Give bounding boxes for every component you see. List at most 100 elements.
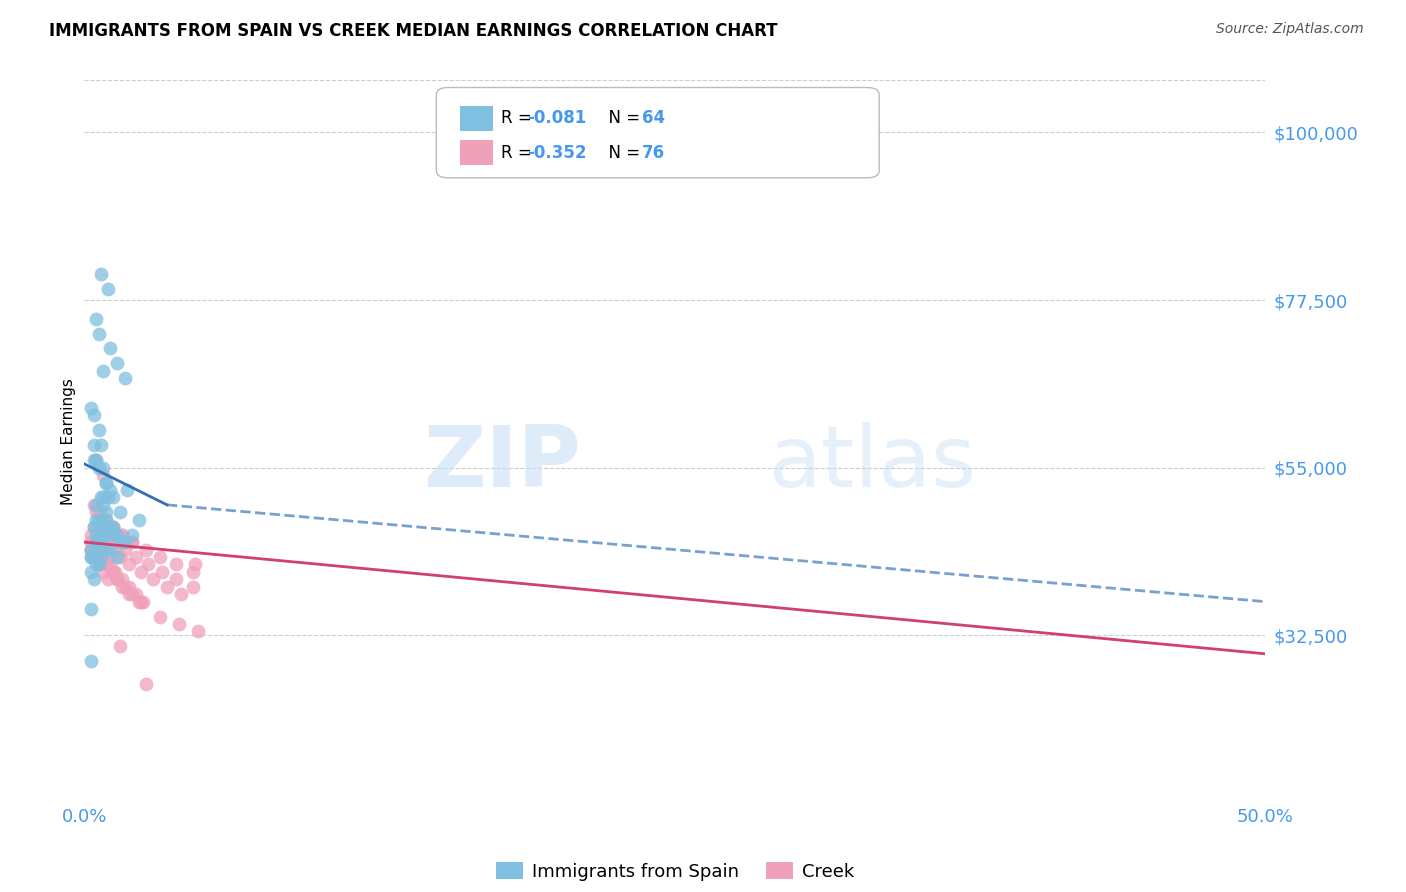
Point [91, 364, 114, 378]
Point [118, 558, 141, 572]
Point [84, 542, 107, 557]
Point [83, 453, 105, 467]
Point [149, 549, 172, 564]
Point [135, 676, 157, 690]
Point [83, 498, 105, 512]
Point [84, 558, 107, 572]
Point [101, 491, 124, 505]
Point [94, 513, 117, 527]
Point [80, 549, 103, 564]
Point [115, 483, 138, 497]
Point [94, 520, 117, 534]
Point [104, 565, 127, 579]
Point [91, 565, 114, 579]
FancyBboxPatch shape [436, 87, 879, 178]
Point [90, 491, 112, 505]
Point [125, 587, 148, 601]
Point [80, 602, 103, 616]
Point [84, 535, 107, 549]
Point [90, 267, 112, 281]
Text: -0.081: -0.081 [527, 109, 586, 127]
Point [108, 505, 131, 519]
Point [90, 549, 112, 564]
Point [80, 527, 103, 541]
Point [107, 356, 129, 370]
Point [83, 438, 105, 452]
Point [101, 520, 124, 534]
Point [84, 542, 107, 557]
Point [107, 527, 129, 541]
Text: N =: N = [598, 109, 645, 127]
Point [84, 505, 107, 519]
Point [87, 558, 110, 572]
Point [90, 549, 112, 564]
Point [111, 535, 134, 549]
Point [80, 542, 103, 557]
Point [80, 565, 103, 579]
Point [167, 617, 190, 632]
Point [104, 527, 127, 541]
Point [84, 311, 107, 326]
Point [114, 535, 136, 549]
Point [135, 542, 157, 557]
Point [114, 580, 136, 594]
Point [84, 453, 107, 467]
Point [98, 542, 121, 557]
Point [187, 624, 209, 639]
Point [114, 542, 136, 557]
Point [83, 549, 105, 564]
Point [97, 572, 120, 586]
Point [156, 580, 179, 594]
Point [98, 483, 121, 497]
Text: R =: R = [502, 109, 537, 127]
Point [87, 326, 110, 341]
Point [90, 549, 112, 564]
Text: Source: ZipAtlas.com: Source: ZipAtlas.com [1216, 22, 1364, 37]
Text: atlas: atlas [769, 422, 977, 505]
Point [83, 409, 105, 423]
Point [111, 580, 134, 594]
Point [87, 460, 110, 475]
Point [98, 558, 121, 572]
Point [104, 542, 127, 557]
Point [98, 520, 121, 534]
Point [184, 558, 207, 572]
Point [84, 542, 107, 557]
Point [94, 549, 117, 564]
Text: R =: R = [502, 144, 537, 161]
Point [94, 475, 117, 490]
Point [121, 527, 143, 541]
Point [111, 572, 134, 586]
Point [111, 527, 134, 541]
Point [80, 535, 103, 549]
Point [150, 565, 173, 579]
Point [97, 527, 120, 541]
Point [118, 587, 141, 601]
Point [125, 549, 148, 564]
Point [170, 587, 193, 601]
Point [97, 491, 120, 505]
Point [107, 572, 129, 586]
Point [142, 572, 165, 586]
Point [101, 520, 124, 534]
Point [90, 520, 112, 534]
Point [90, 527, 112, 541]
Point [90, 438, 112, 452]
Legend: Immigrants from Spain, Creek: Immigrants from Spain, Creek [488, 855, 862, 888]
Point [94, 558, 117, 572]
Point [121, 587, 143, 601]
Point [181, 565, 204, 579]
Point [80, 542, 103, 557]
Point [91, 468, 114, 483]
Point [114, 371, 136, 385]
Point [90, 520, 112, 534]
Point [91, 491, 114, 505]
Point [87, 558, 110, 572]
Point [111, 527, 134, 541]
Point [101, 565, 124, 579]
Point [128, 513, 150, 527]
Point [181, 580, 204, 594]
Point [84, 453, 107, 467]
Y-axis label: Median Earnings: Median Earnings [60, 378, 76, 505]
Point [83, 520, 105, 534]
